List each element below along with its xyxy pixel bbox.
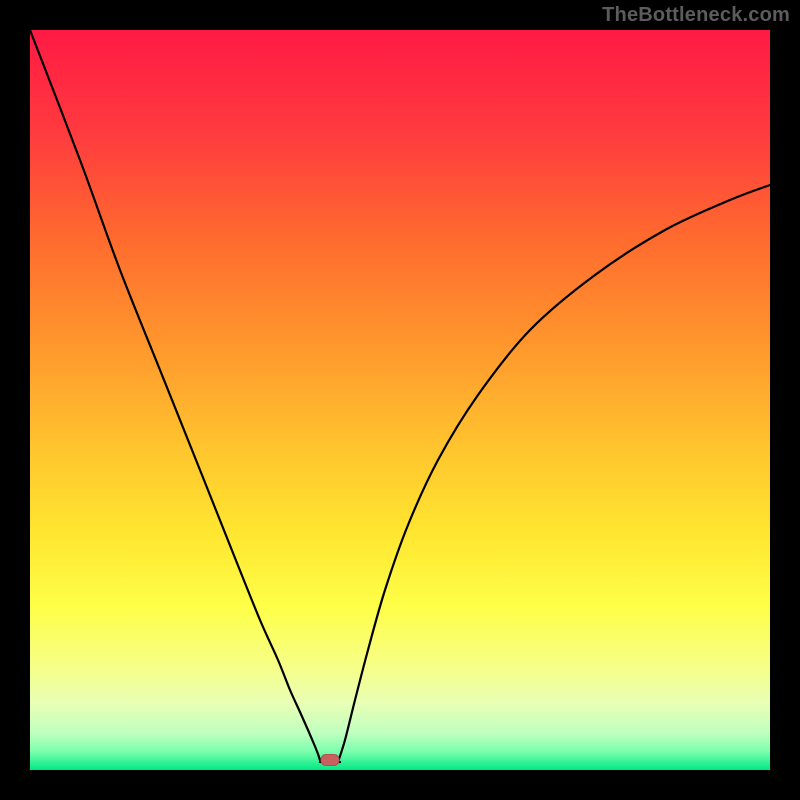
- bottleneck-curve-chart: [0, 0, 800, 800]
- chart-frame: TheBottleneck.com: [0, 0, 800, 800]
- plot-background: [30, 30, 770, 770]
- bottleneck-marker: [321, 755, 339, 766]
- watermark-label: TheBottleneck.com: [602, 4, 790, 27]
